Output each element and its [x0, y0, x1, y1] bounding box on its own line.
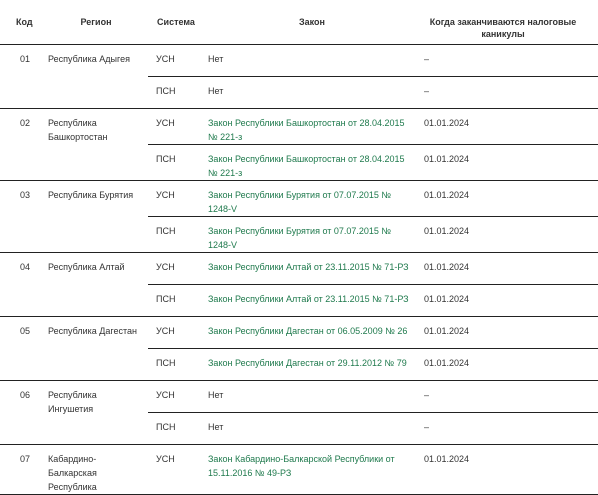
- tax-system: УСН: [148, 180, 204, 217]
- tax-system: ПСН: [148, 76, 204, 109]
- law-link[interactable]: Закон Республики Башкортостан от 28.04.2…: [208, 154, 405, 178]
- holiday-end-date: 01.01.2024: [420, 108, 598, 145]
- law-cell: Нет: [204, 412, 420, 445]
- law-link[interactable]: Закон Республики Дагестан от 06.05.2009 …: [208, 326, 408, 336]
- holiday-end-date: 01.01.2024: [420, 316, 598, 349]
- table-row: 03 Республика Бурятия УСН Закон Республики …: [0, 180, 598, 253]
- law-link[interactable]: Закон Республики Бурятия от 07.07.2015 №…: [208, 226, 392, 250]
- table-row: ПСН Нет –: [0, 412, 598, 445]
- region-code: 07: [0, 444, 44, 495]
- table-row: 01 Республика Адыгея УСН Нет –: [0, 44, 598, 109]
- law-text: Нет: [208, 422, 224, 432]
- region-name: Кабардино-Балкарская Республика: [44, 444, 148, 495]
- region-code: 05: [0, 316, 44, 381]
- header-code: Код: [0, 0, 44, 45]
- law-link-cell[interactable]: Закон Республики Бурятия от 07.07.2015 №…: [204, 216, 420, 253]
- law-text: Нет: [208, 54, 224, 64]
- tax-system: УСН: [148, 316, 204, 349]
- law-link[interactable]: Закон Республики Алтай от 23.11.2015 № 7…: [208, 294, 409, 304]
- law-text: Нет: [208, 390, 224, 400]
- holiday-end-date: –: [420, 412, 598, 445]
- holiday-end-date: 01.01.2024: [420, 216, 598, 253]
- holiday-end-date: –: [420, 380, 598, 413]
- region-code: 03: [0, 180, 44, 253]
- header-system: Система: [148, 0, 204, 45]
- law-text: Нет: [208, 86, 224, 96]
- region-code: 04: [0, 252, 44, 317]
- holiday-end-date: –: [420, 44, 598, 77]
- table-row: ПСН Закон Республики Алтай от 23.11.2015 …: [0, 284, 598, 317]
- holiday-end-date: 01.01.2024: [420, 348, 598, 381]
- law-link[interactable]: Закон Республики Дагестан от 29.11.2012 …: [208, 358, 407, 368]
- law-link-cell[interactable]: Закон Республики Башкортостан от 28.04.2…: [204, 144, 420, 181]
- region-code: 06: [0, 380, 44, 445]
- law-cell: Нет: [204, 44, 420, 77]
- table-row: 02 Республика Башкортостан УСН Закон Респуб…: [0, 108, 598, 181]
- tax-system: ПСН: [148, 348, 204, 381]
- region-name: Республика Ингушетия: [44, 380, 148, 445]
- table-row: ПСН Закон Республики Башкортостан от 28.0…: [0, 144, 598, 181]
- tax-system: УСН: [148, 44, 204, 77]
- law-link[interactable]: Закон Республики Алтай от 23.11.2015 № 7…: [208, 262, 409, 272]
- holiday-end-date: 01.01.2024: [420, 180, 598, 217]
- tax-system: ПСН: [148, 216, 204, 253]
- tax-system: УСН: [148, 252, 204, 285]
- tax-system: ПСН: [148, 284, 204, 317]
- tax-system: ПСН: [148, 144, 204, 181]
- law-link-cell[interactable]: Закон Кабардино-Балкарской Республики от…: [204, 444, 420, 495]
- region-name: Республика Адыгея: [44, 44, 148, 109]
- table-header-row: Код Регион Система Закон Когда заканчива…: [0, 0, 598, 45]
- header-holiday-end: Когда заканчиваются налоговые каникулы: [420, 0, 598, 45]
- law-link-cell[interactable]: Закон Республики Дагестан от 06.05.2009 …: [204, 316, 420, 349]
- table-row: 05 Республика Дагестан УСН Закон Республики…: [0, 316, 598, 381]
- table-row: ПСН Закон Республики Бурятия от 07.07.201…: [0, 216, 598, 253]
- law-link-cell[interactable]: Закон Республики Алтай от 23.11.2015 № 7…: [204, 252, 420, 285]
- law-cell: Нет: [204, 380, 420, 413]
- table-row: 07 Кабардино-Балкарская Республика УСН Зако…: [0, 444, 598, 495]
- region-name: Республика Бурятия: [44, 180, 148, 253]
- law-link[interactable]: Закон Республики Башкортостан от 28.04.2…: [208, 118, 405, 142]
- region-name: Республика Алтай: [44, 252, 148, 317]
- law-link-cell[interactable]: Закон Республики Алтай от 23.11.2015 № 7…: [204, 284, 420, 317]
- law-link[interactable]: Закон Республики Бурятия от 07.07.2015 №…: [208, 190, 392, 214]
- table-row: ПСН Нет –: [0, 76, 598, 109]
- tax-system: УСН: [148, 108, 204, 145]
- law-link-cell[interactable]: Закон Республики Башкортостан от 28.04.2…: [204, 108, 420, 145]
- region-name: Республика Дагестан: [44, 316, 148, 381]
- region-name: Республика Башкортостан: [44, 108, 148, 181]
- tax-system: УСН: [148, 444, 204, 495]
- holiday-end-date: 01.01.2024: [420, 444, 598, 495]
- region-code: 02: [0, 108, 44, 181]
- table-row: 06 Республика Ингушетия УСН Нет –: [0, 380, 598, 445]
- region-code: 01: [0, 44, 44, 109]
- header-region: Регион: [44, 0, 148, 45]
- table-row: 04 Республика Алтай УСН Закон Республики Ал…: [0, 252, 598, 317]
- holiday-end-date: 01.01.2024: [420, 144, 598, 181]
- law-link-cell[interactable]: Закон Республики Бурятия от 07.07.2015 №…: [204, 180, 420, 217]
- law-cell: Нет: [204, 76, 420, 109]
- holiday-end-date: 01.01.2024: [420, 284, 598, 317]
- holiday-end-date: 01.01.2024: [420, 252, 598, 285]
- tax-system: УСН: [148, 380, 204, 413]
- header-law: Закон: [204, 0, 420, 45]
- law-link[interactable]: Закон Кабардино-Балкарской Республики от…: [208, 454, 395, 478]
- tax-system: ПСН: [148, 412, 204, 445]
- law-link-cell[interactable]: Закон Республики Дагестан от 29.11.2012 …: [204, 348, 420, 381]
- table-row: ПСН Закон Республики Дагестан от 29.11.20…: [0, 348, 598, 381]
- table-body: 01 Республика Адыгея УСН Нет – ПСН Нет –02 Респу…: [0, 44, 598, 495]
- holiday-end-date: –: [420, 76, 598, 109]
